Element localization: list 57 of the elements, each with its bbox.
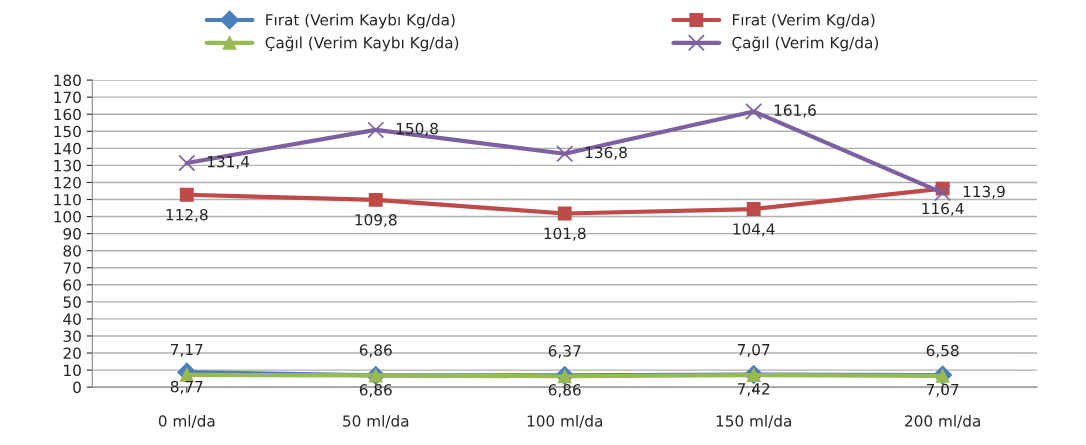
point [745, 103, 763, 120]
y-tick-label: 160 [54, 108, 81, 121]
y-tick-label: 70 [63, 262, 81, 274]
y-tick-label: 110 [54, 193, 81, 206]
y-tick-label: 90 [63, 228, 81, 240]
legend-label: Çağıl (Verim Kg/da) [732, 36, 879, 52]
point [178, 154, 196, 172]
data-label: 109,8 [355, 214, 397, 228]
y-tick-label: 140 [54, 142, 81, 155]
x-tick-label: 200 ml/da [905, 414, 980, 428]
y-tick-label: 170 [54, 91, 81, 104]
y-tick-label: 120 [54, 176, 81, 189]
data-label: 8,77 [170, 380, 203, 394]
data-label: 113,9 [963, 185, 1005, 199]
point [934, 184, 952, 202]
data-label: 7,17 [171, 343, 203, 357]
y-tick-label: 150 [54, 125, 81, 138]
x-tick-label: 100 ml/da [527, 414, 603, 428]
y-tick-label: 0 [73, 381, 81, 394]
y-tick-label: 180 [54, 74, 81, 87]
legend-label: Fırat (Verim Kaybı Kg/da) [266, 13, 455, 29]
y-tick-label: 30 [63, 330, 81, 342]
y-tick-label: 80 [63, 245, 81, 257]
data-label: 112,8 [166, 208, 208, 223]
data-label: 161,6 [774, 104, 816, 118]
y-tick-label: 60 [63, 279, 81, 291]
y-tick-label: 100 [54, 211, 81, 223]
data-label: 6,86 [359, 384, 392, 398]
data-label: 136,8 [585, 146, 627, 160]
point [556, 145, 574, 163]
data-label: 6,86 [359, 344, 392, 358]
data-label: 7,42 [737, 383, 770, 397]
y-tick-label: 50 [63, 296, 81, 308]
point [367, 121, 385, 139]
point [368, 192, 383, 207]
data-label: 150,8 [396, 122, 438, 136]
data-label: 7,07 [926, 383, 959, 397]
legend-label: Çağıl (Verim Kaybı Kg/da) [265, 36, 459, 52]
x-tick-label: 150 ml/da [716, 414, 791, 428]
y-tick-label: 40 [63, 313, 81, 325]
x-tick-label: 50 ml/da [343, 414, 409, 428]
legend-label: Fırat (Verim Kg/da) [732, 13, 875, 29]
data-label: 6,86 [548, 384, 581, 398]
y-tick-label: 10 [64, 364, 81, 377]
point [179, 187, 194, 202]
x-tick-label: 0 ml/da [158, 414, 215, 428]
data-label: 101,8 [544, 227, 586, 241]
data-label: 104,4 [733, 223, 775, 237]
y-tick-label: 130 [54, 159, 81, 172]
data-label: 116,4 [922, 202, 964, 216]
data-label: 6,37 [548, 345, 581, 359]
data-label: 7,07 [737, 343, 770, 358]
point [746, 202, 761, 217]
data-label: 131,4 [207, 155, 250, 169]
data-label: 6,58 [926, 344, 959, 358]
point [557, 206, 572, 221]
y-tick-label: 20 [63, 347, 81, 360]
